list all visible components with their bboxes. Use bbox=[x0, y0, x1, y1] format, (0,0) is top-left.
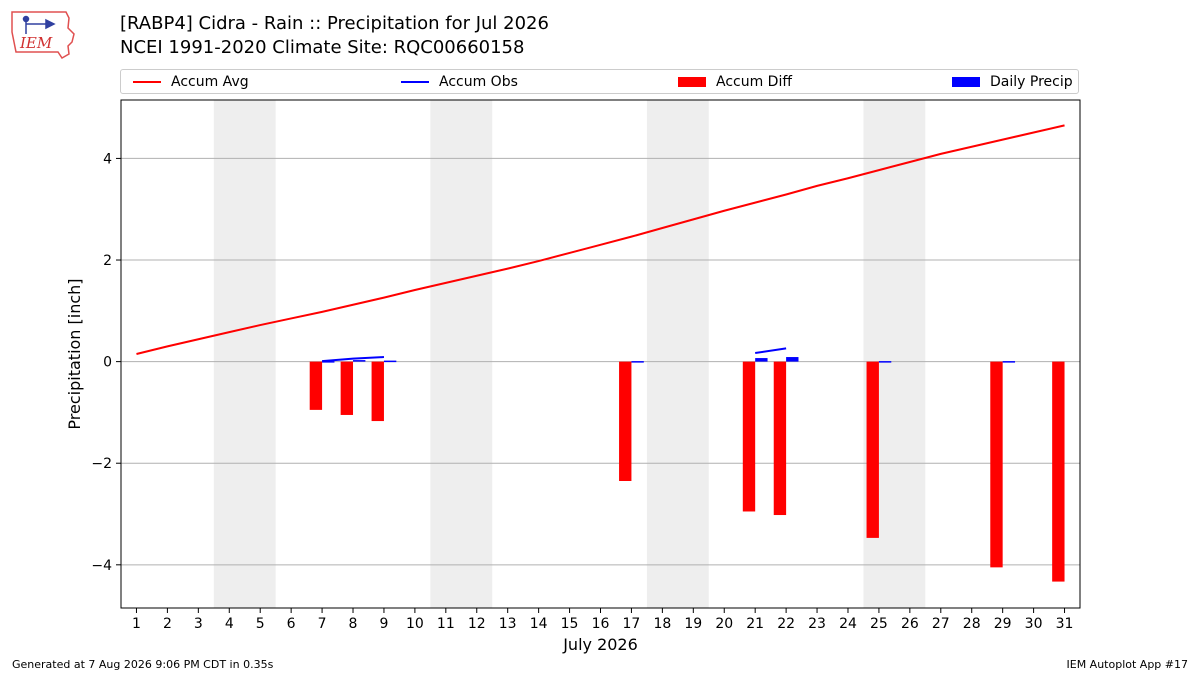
x-tick-label: 13 bbox=[499, 616, 517, 632]
app-credit: IEM Autoplot App #17 bbox=[1066, 658, 1189, 671]
weekend-band bbox=[646, 100, 709, 608]
x-tick-label: 21 bbox=[746, 616, 764, 632]
daily-precip-bar bbox=[322, 361, 335, 363]
accum-diff-bar bbox=[371, 361, 384, 422]
accum-diff-bar bbox=[1052, 361, 1065, 582]
daily-precip-bar bbox=[755, 358, 768, 362]
legend-label: Daily Precip bbox=[990, 73, 1073, 90]
x-axis-label: July 2026 bbox=[562, 635, 638, 654]
generated-timestamp: Generated at 7 Aug 2026 9:06 PM CDT in 0… bbox=[12, 658, 274, 671]
x-tick-label: 1 bbox=[132, 616, 141, 632]
legend-item-accum-avg: Accum Avg bbox=[133, 70, 249, 93]
accum-obs-line bbox=[321, 356, 385, 363]
x-tick-label: 26 bbox=[901, 616, 919, 632]
daily-precip-bar bbox=[878, 361, 892, 363]
x-tick-label: 19 bbox=[684, 616, 702, 632]
accum-diff-bar bbox=[773, 361, 787, 516]
bar-series bbox=[309, 357, 1065, 582]
x-tick-label: 5 bbox=[256, 616, 265, 632]
line-series bbox=[136, 124, 1065, 363]
accum-avg-line bbox=[136, 124, 1065, 355]
y-tick-label: 4 bbox=[103, 151, 112, 167]
x-tick-label: 17 bbox=[623, 616, 641, 632]
legend-item-accum-diff: Accum Diff bbox=[678, 70, 792, 93]
x-tick-label: 24 bbox=[839, 616, 857, 632]
weekend-band bbox=[213, 100, 276, 608]
daily-precip-bar bbox=[383, 360, 397, 363]
accum-diff-bar bbox=[990, 361, 1003, 568]
y-tick-label: 0 bbox=[103, 355, 112, 371]
legend-swatch-accum-avg bbox=[133, 80, 161, 83]
daily-precip-bar bbox=[631, 361, 644, 363]
weather-station-icon bbox=[22, 15, 56, 34]
x-tick-label: 20 bbox=[715, 616, 733, 632]
legend-label: Accum Diff bbox=[716, 73, 793, 90]
x-tick-label: 3 bbox=[194, 616, 203, 632]
x-tick-label: 28 bbox=[963, 616, 981, 632]
legend-label: Accum Avg bbox=[171, 73, 249, 90]
accum-diff-bar bbox=[866, 361, 879, 538]
y-tick-label: 2 bbox=[103, 253, 112, 269]
x-tick-label: 12 bbox=[468, 616, 486, 632]
accum-obs-line bbox=[755, 347, 787, 354]
legend-item-daily-precip: Daily Precip bbox=[952, 70, 1073, 93]
chart-legend: Accum Avg Accum Obs Accum Diff Daily Pre… bbox=[120, 69, 1079, 94]
chart-subtitle: NCEI 1991-2020 Climate Site: RQC00660158 bbox=[120, 37, 525, 58]
chart-title: [RABP4] Cidra - Rain :: Precipitation fo… bbox=[120, 13, 549, 34]
legend-label: Accum Obs bbox=[439, 73, 518, 90]
x-tick-label: 16 bbox=[592, 616, 610, 632]
x-tick-label: 14 bbox=[530, 616, 548, 632]
x-tick-label: 11 bbox=[437, 616, 455, 632]
iowa-outline-icon bbox=[11, 11, 75, 59]
legend-swatch-accum-diff bbox=[678, 76, 706, 87]
accum-diff-bar bbox=[619, 361, 632, 481]
y-tick-label: −2 bbox=[91, 456, 112, 472]
x-tick-label: 25 bbox=[870, 616, 888, 632]
weekend-shading bbox=[213, 100, 926, 608]
x-tick-label: 7 bbox=[318, 616, 327, 632]
daily-precip-bar bbox=[1002, 361, 1016, 363]
y-axis-label: Precipitation [inch] bbox=[65, 278, 84, 429]
accum-diff-bar bbox=[340, 361, 354, 415]
accum-diff-bar bbox=[742, 361, 756, 512]
logo-text: IEM bbox=[19, 34, 53, 52]
x-tick-label: 10 bbox=[406, 616, 424, 632]
x-tick-label: 8 bbox=[349, 616, 358, 632]
legend-item-accum-obs: Accum Obs bbox=[401, 70, 518, 93]
x-tick-label: 29 bbox=[994, 616, 1012, 632]
x-tick-label: 22 bbox=[777, 616, 795, 632]
x-tick-label: 30 bbox=[1025, 616, 1043, 632]
x-tick-label: 15 bbox=[561, 616, 579, 632]
x-tick-label: 4 bbox=[225, 616, 234, 632]
x-tick-label: 31 bbox=[1056, 616, 1074, 632]
x-tick-label: 23 bbox=[808, 616, 826, 632]
x-tick-label: 27 bbox=[932, 616, 950, 632]
x-tick-label: 6 bbox=[287, 616, 296, 632]
legend-swatch-accum-obs bbox=[401, 80, 429, 83]
x-tick-label: 9 bbox=[379, 616, 388, 632]
legend-swatch-daily-precip bbox=[952, 76, 980, 87]
daily-precip-bar bbox=[786, 357, 799, 362]
accum-diff-bar bbox=[309, 361, 323, 410]
iem-logo: IEM bbox=[11, 11, 75, 59]
x-tick-label: 18 bbox=[653, 616, 671, 632]
y-tick-label: −4 bbox=[91, 558, 112, 574]
weekend-band bbox=[430, 100, 493, 608]
x-tick-label: 2 bbox=[163, 616, 172, 632]
daily-precip-bar bbox=[353, 360, 366, 362]
